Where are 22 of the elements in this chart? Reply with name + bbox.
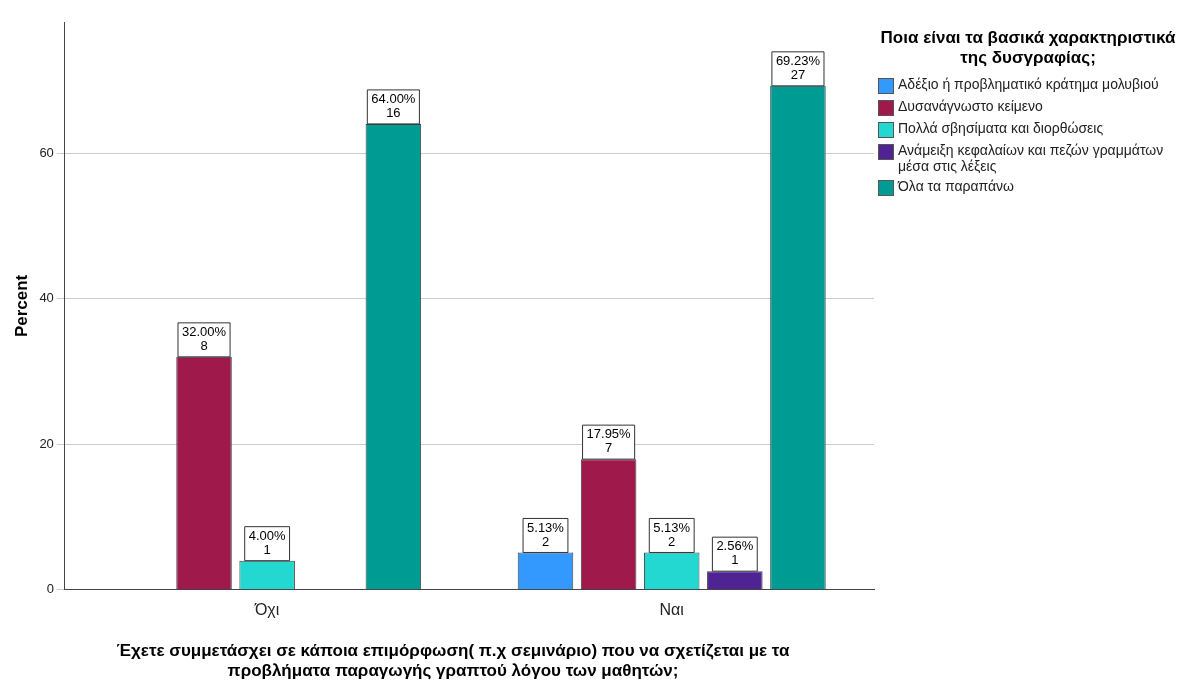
- x-tick-label: Ναι: [659, 600, 685, 618]
- data-label: 5.13% 2: [527, 519, 565, 549]
- y-axis-title: Percent: [11, 274, 31, 338]
- legend-label: Δυσανάγνωστο κείμενο: [898, 98, 1043, 114]
- x-tick-label: Όχι: [253, 600, 280, 618]
- data-label: 32.00% 8: [181, 323, 227, 353]
- legend-label: Ανάμειξη κεφαλαίων και πεζών γραμμάτων μέσα στις λέξεις: [898, 142, 1165, 174]
- data-label: 64.00% 16: [371, 90, 416, 120]
- x-axis-title: Έχετε συμμετάσχει σε κάποια επιμόρφωση( π.χ σεμινάριο) που να σχετίζεται με τα προβλήματα παραγωγής γραπτού λόγου των μαθητών;: [115, 640, 791, 681]
- data-label: 2.56% 1: [716, 538, 754, 568]
- y-tick-label: 0: [46, 581, 54, 597]
- y-tick-label: 40: [39, 290, 54, 306]
- data-label: 5.13% 2: [653, 519, 691, 549]
- y-tick-label: 20: [39, 435, 54, 451]
- data-label: 17.95% 7: [586, 426, 632, 456]
- legend-label: Πολλά σβησίματα και διορθώσεις: [898, 120, 1104, 136]
- data-label: 4.00% 1: [248, 527, 287, 557]
- legend-label: Αδέξιο ή προβληματικό κράτημα μολυβιού: [898, 76, 1159, 92]
- data-label: 69.23% 27: [775, 52, 821, 82]
- y-tick-label: 60: [39, 144, 54, 160]
- legend-title: Ποια είναι τα βασικά χαρακτηριστικά της δυσγραφίας;: [879, 28, 1177, 68]
- legend-label: Όλα τα παραπάνω: [898, 178, 1015, 194]
